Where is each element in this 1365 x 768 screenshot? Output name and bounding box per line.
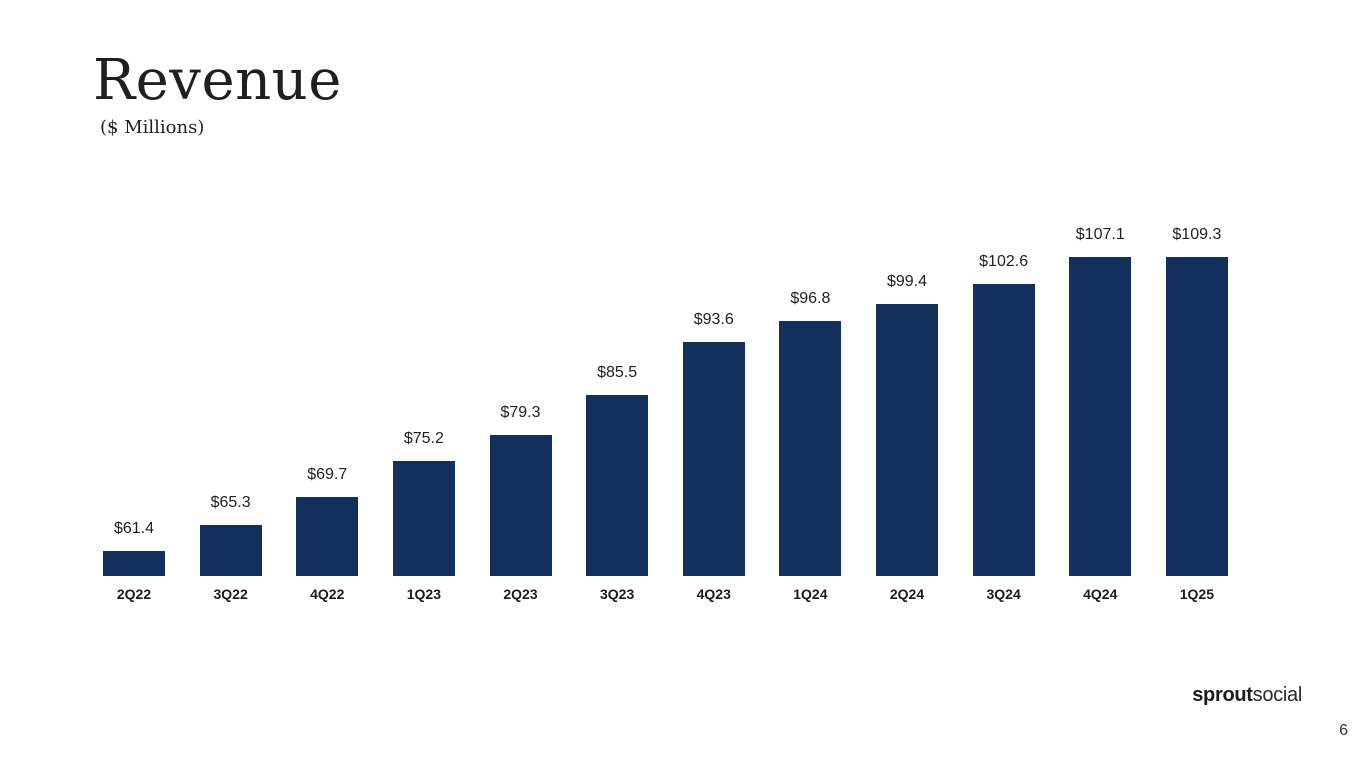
- bar-category-label: 1Q25: [1179, 586, 1214, 602]
- bar-column: $93.6 4Q23: [682, 226, 745, 602]
- page-subtitle: ($ Millions): [100, 116, 205, 138]
- bar-value-label: $102.6: [979, 253, 1029, 270]
- bar-value-label: $109.3: [1172, 226, 1222, 243]
- bar: [779, 321, 842, 576]
- bar-value-label: $69.7: [307, 466, 348, 483]
- bar-category-label: 1Q24: [793, 586, 828, 602]
- logo-text-light: social: [1252, 684, 1303, 706]
- bar-column: $85.5 3Q23: [586, 226, 649, 602]
- bar-value-label: $75.2: [403, 430, 444, 447]
- bar-column: $79.3 2Q23: [489, 226, 552, 602]
- bar-value-label: $93.6: [693, 311, 734, 328]
- bar-category-label: 3Q23: [600, 586, 635, 602]
- bar-value-label: $99.4: [886, 273, 928, 290]
- bar: [296, 497, 359, 576]
- bar-column: $69.7 4Q22: [296, 226, 359, 602]
- bar-column: $75.2 1Q23: [392, 226, 455, 602]
- bar: [1165, 257, 1228, 576]
- page-title: Revenue: [93, 48, 342, 113]
- bar-value-label: $96.8: [790, 290, 831, 307]
- bar: [682, 342, 745, 576]
- bar-column: $109.3 1Q25: [1165, 226, 1228, 602]
- bar: [392, 461, 455, 576]
- bar-category-label: 1Q23: [406, 586, 441, 602]
- bar: [876, 304, 938, 576]
- bar-value-label: $85.5: [597, 364, 638, 381]
- bar-category-label: 4Q24: [1083, 586, 1118, 602]
- bar-column: $65.3 3Q22: [199, 226, 262, 602]
- bar-value-label: $61.4: [113, 520, 155, 537]
- bar-column: $107.1 4Q24: [1069, 226, 1132, 602]
- bar: [103, 551, 165, 576]
- revenue-bar-chart: $61.4 2Q22 $65.3 3Q22 $69.7 4Q22 $75.2 1Q23 $79.…: [103, 226, 1228, 602]
- bar: [586, 395, 649, 576]
- bar-category-label: 2Q23: [503, 586, 538, 602]
- title-block: Revenue ($ Millions): [93, 48, 342, 138]
- bar: [972, 284, 1035, 576]
- bar-value-label: $79.3: [500, 404, 541, 421]
- bar-column: $96.8 1Q24: [779, 226, 842, 602]
- page-number: 6: [1339, 722, 1348, 739]
- bar-value-label: $65.3: [210, 494, 251, 511]
- bar-category-label: 3Q24: [986, 586, 1021, 602]
- bar: [1069, 257, 1132, 576]
- bar-category-label: 2Q24: [889, 586, 925, 602]
- bar-column: $102.6 3Q24: [972, 226, 1035, 602]
- bar: [489, 435, 552, 576]
- bar-column: $99.4 2Q24: [876, 226, 938, 602]
- bar: [199, 525, 262, 576]
- logo-text-bold: sprout: [1192, 684, 1253, 706]
- bar-category-label: 4Q22: [310, 586, 345, 602]
- sprout-social-logo: sproutsocial: [1192, 684, 1302, 707]
- bar-value-label: $107.1: [1075, 226, 1125, 243]
- bar-category-label: 2Q22: [116, 586, 152, 602]
- bar-column: $61.4 2Q22: [103, 226, 165, 602]
- bar-category-label: 3Q22: [213, 586, 248, 602]
- bar-category-label: 4Q23: [696, 586, 731, 602]
